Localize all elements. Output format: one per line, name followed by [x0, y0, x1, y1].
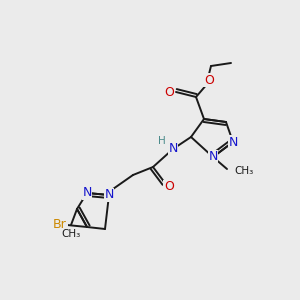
Text: N: N — [82, 187, 92, 200]
Text: O: O — [164, 181, 174, 194]
Text: N: N — [228, 136, 238, 148]
Text: O: O — [204, 74, 214, 86]
Text: H: H — [158, 136, 166, 146]
Text: N: N — [104, 188, 114, 202]
Text: N: N — [208, 151, 218, 164]
Text: N: N — [168, 142, 178, 155]
Text: O: O — [164, 85, 174, 98]
Text: Br: Br — [53, 218, 67, 232]
Text: CH₃: CH₃ — [234, 166, 253, 176]
Text: CH₃: CH₃ — [61, 229, 81, 239]
